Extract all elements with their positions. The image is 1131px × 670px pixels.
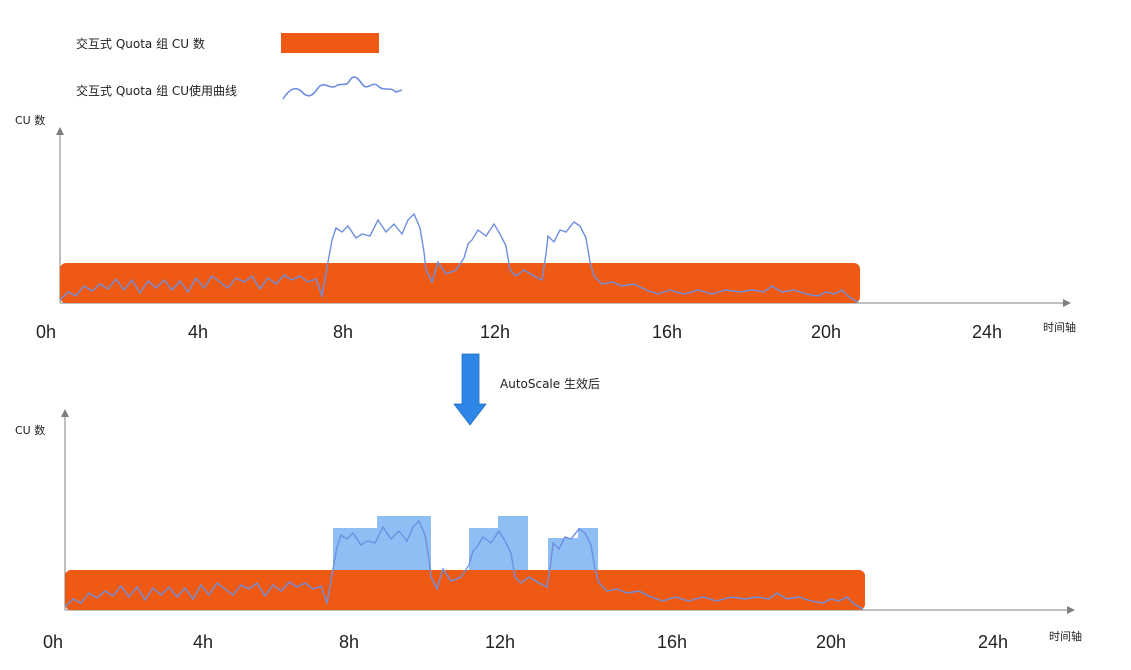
bottom-tick-16h: 16h (657, 632, 687, 652)
bottom-chart: CU 数 时间轴 0h 4h 8h 12h 16h 20h 24h (15, 409, 1082, 652)
bottom-tick-8h: 8h (339, 632, 359, 652)
autoscale-block (578, 528, 598, 571)
autoscale-transition: AutoScale 生效后 (453, 353, 600, 426)
top-tick-16h: 16h (652, 322, 682, 342)
top-x-ticks: 0h 4h 8h 12h 16h 20h 24h (36, 322, 1002, 342)
bottom-tick-12h: 12h (485, 632, 515, 652)
bottom-tick-20h: 20h (816, 632, 846, 652)
autoscale-block (377, 516, 431, 571)
legend: 交互式 Quota 组 CU 数 交互式 Quota 组 CU使用曲线 (76, 33, 403, 100)
bottom-y-axis-label: CU 数 (15, 424, 45, 437)
top-x-axis-label: 时间轴 (1043, 320, 1076, 334)
top-tick-24h: 24h (972, 322, 1002, 342)
top-y-axis-label: CU 数 (15, 114, 45, 127)
legend-quota-swatch (281, 33, 379, 53)
bottom-tick-4h: 4h (193, 632, 213, 652)
legend-usage-label: 交互式 Quota 组 CU使用曲线 (76, 83, 237, 98)
legend-quota-label: 交互式 Quota 组 CU 数 (76, 36, 205, 51)
top-quota-bar (60, 263, 860, 303)
bottom-tick-24h: 24h (978, 632, 1008, 652)
autoscale-blocks (333, 516, 598, 571)
top-tick-0h: 0h (36, 322, 56, 342)
top-tick-4h: 4h (188, 322, 208, 342)
down-arrow-icon (453, 353, 487, 426)
bottom-quota-bar (65, 570, 865, 610)
top-tick-12h: 12h (480, 322, 510, 342)
top-chart: CU 数 时间轴 0h 4h 8h 12h 16h 20h 24h (15, 114, 1076, 342)
bottom-x-axis-label: 时间轴 (1049, 629, 1082, 643)
bottom-usage-line (64, 519, 864, 610)
autoscale-label: AutoScale 生效后 (500, 376, 600, 391)
bottom-tick-0h: 0h (43, 632, 63, 652)
legend-usage-line-swatch (282, 76, 403, 100)
autoscale-block (469, 528, 498, 571)
top-tick-20h: 20h (811, 322, 841, 342)
bottom-x-ticks: 0h 4h 8h 12h 16h 20h 24h (43, 632, 1008, 652)
top-tick-8h: 8h (333, 322, 353, 342)
autoscale-block (333, 528, 377, 571)
top-usage-line (59, 212, 859, 303)
